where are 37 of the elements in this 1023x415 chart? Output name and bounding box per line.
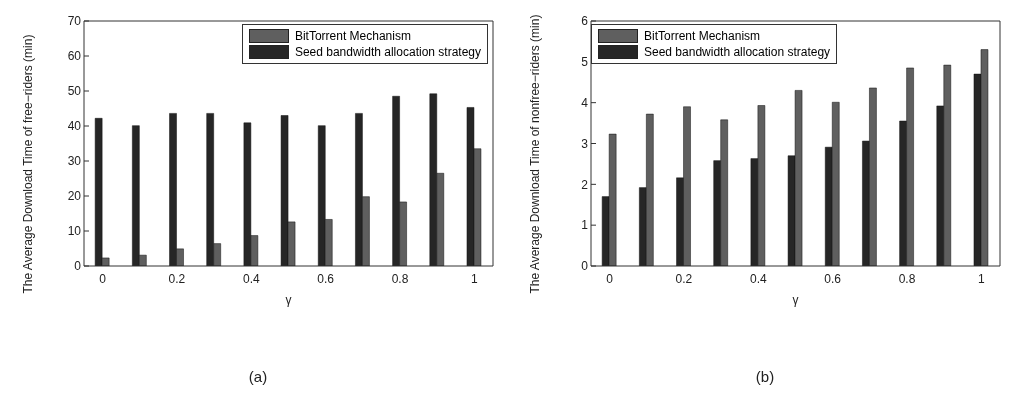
x-tick-label: 0.4 (749, 271, 767, 286)
x-tick-label: 0 (99, 271, 107, 286)
y-tick-label: 30 (67, 154, 82, 169)
y-axis-title: The Average Download Time of nonfree−riders (min) (528, 14, 543, 294)
y-tick-label: 70 (67, 14, 82, 29)
x-tick-label: 0.2 (168, 271, 186, 286)
y-tick-label: 20 (67, 189, 82, 204)
x-axis-title: γ (792, 293, 799, 307)
text: (b) (754, 368, 776, 385)
x-tick-label: 0.8 (391, 271, 409, 286)
x-tick-label: 1 (471, 271, 479, 286)
y-tick-label: 60 (67, 49, 82, 64)
legend-label: Seed bandwidth allocation strategy (644, 44, 831, 60)
y-tick-label: 40 (67, 119, 82, 134)
y-tick-label: 5 (581, 55, 589, 70)
y-tick-label: 1 (581, 218, 589, 233)
x-tick-label: 0.8 (898, 271, 916, 286)
y-tick-label: 3 (581, 136, 589, 151)
text: (a) (247, 368, 269, 385)
legend-label: BitTorrent Mechanism (644, 28, 761, 44)
y-tick-label: 6 (581, 14, 589, 29)
y-tick-label: 10 (67, 224, 82, 239)
x-tick-label: 0.2 (675, 271, 693, 286)
x-tick-label: 0.6 (317, 271, 335, 286)
y-tick-label: 50 (67, 84, 82, 99)
y-tick-label: 2 (581, 177, 589, 192)
legend-label: Seed bandwidth allocation strategy (294, 44, 481, 60)
y-axis-title: The Average Download Time of free−riders (min) (21, 34, 36, 294)
x-tick-label: 0 (606, 271, 614, 286)
x-tick-label: 1 (978, 271, 986, 286)
legend-label: BitTorrent Mechanism (294, 28, 411, 44)
y-tick-label: 0 (74, 259, 82, 274)
x-axis-title: γ (285, 293, 292, 307)
x-tick-label: 0.6 (824, 271, 842, 286)
y-tick-label: 4 (581, 95, 589, 110)
x-tick-label: 0.4 (242, 271, 260, 286)
y-tick-label: 0 (581, 259, 589, 274)
